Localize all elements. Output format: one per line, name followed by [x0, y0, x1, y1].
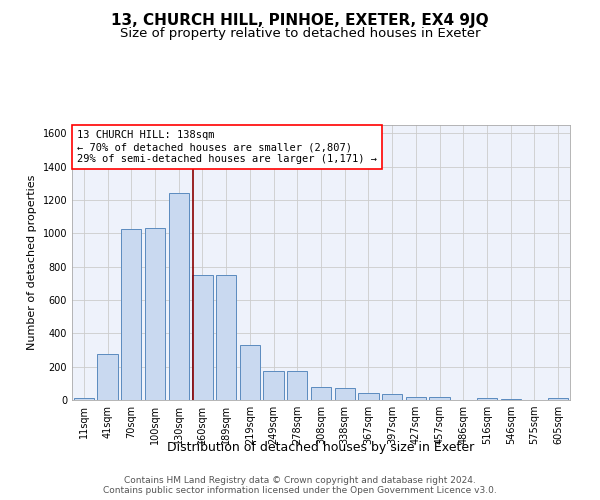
Bar — [548, 398, 568, 400]
Bar — [74, 398, 94, 400]
Text: Distribution of detached houses by size in Exeter: Distribution of detached houses by size … — [167, 441, 475, 454]
Bar — [145, 228, 165, 400]
Text: 13 CHURCH HILL: 138sqm
← 70% of detached houses are smaller (2,807)
29% of semi-: 13 CHURCH HILL: 138sqm ← 70% of detached… — [77, 130, 377, 164]
Bar — [382, 394, 402, 400]
Text: Contains HM Land Registry data © Crown copyright and database right 2024.
Contai: Contains HM Land Registry data © Crown c… — [103, 476, 497, 495]
Bar — [121, 229, 142, 400]
Bar — [358, 392, 379, 400]
Bar — [430, 396, 449, 400]
Text: 13, CHURCH HILL, PINHOE, EXETER, EX4 9JQ: 13, CHURCH HILL, PINHOE, EXETER, EX4 9JQ — [111, 12, 489, 28]
Bar — [193, 275, 212, 400]
Bar — [216, 275, 236, 400]
Bar — [311, 386, 331, 400]
Bar — [287, 371, 307, 400]
Text: Size of property relative to detached houses in Exeter: Size of property relative to detached ho… — [120, 28, 480, 40]
Bar — [97, 354, 118, 400]
Bar — [500, 399, 521, 400]
Bar — [169, 194, 189, 400]
Bar — [406, 396, 426, 400]
Bar — [477, 398, 497, 400]
Bar — [335, 388, 355, 400]
Y-axis label: Number of detached properties: Number of detached properties — [27, 175, 37, 350]
Bar — [240, 345, 260, 400]
Bar — [263, 371, 284, 400]
